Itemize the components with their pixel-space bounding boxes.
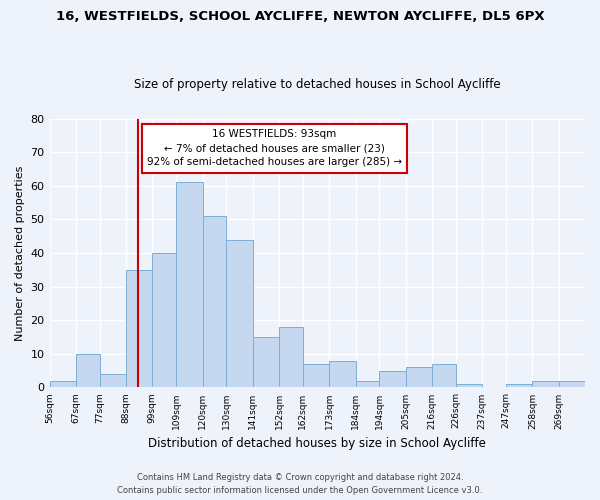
Bar: [279, 327, 303, 388]
Bar: [226, 240, 253, 388]
Text: 16 WESTFIELDS: 93sqm
← 7% of detached houses are smaller (23)
92% of semi-detach: 16 WESTFIELDS: 93sqm ← 7% of detached ho…: [147, 130, 402, 168]
Bar: [50, 380, 76, 388]
Bar: [532, 380, 559, 388]
Bar: [100, 374, 126, 388]
Y-axis label: Number of detached properties: Number of detached properties: [15, 166, 25, 340]
Bar: [456, 384, 482, 388]
Bar: [432, 364, 456, 388]
Bar: [152, 253, 176, 388]
Bar: [303, 364, 329, 388]
Bar: [379, 370, 406, 388]
Bar: [176, 182, 203, 388]
Bar: [406, 368, 432, 388]
Bar: [126, 270, 152, 388]
Bar: [506, 384, 532, 388]
Bar: [253, 337, 279, 388]
Bar: [559, 380, 585, 388]
Bar: [203, 216, 226, 388]
X-axis label: Distribution of detached houses by size in School Aycliffe: Distribution of detached houses by size …: [148, 437, 486, 450]
Text: Contains HM Land Registry data © Crown copyright and database right 2024.
Contai: Contains HM Land Registry data © Crown c…: [118, 474, 482, 495]
Bar: [329, 360, 356, 388]
Text: 16, WESTFIELDS, SCHOOL AYCLIFFE, NEWTON AYCLIFFE, DL5 6PX: 16, WESTFIELDS, SCHOOL AYCLIFFE, NEWTON …: [56, 10, 544, 23]
Title: Size of property relative to detached houses in School Aycliffe: Size of property relative to detached ho…: [134, 78, 500, 91]
Bar: [356, 380, 379, 388]
Bar: [76, 354, 100, 388]
